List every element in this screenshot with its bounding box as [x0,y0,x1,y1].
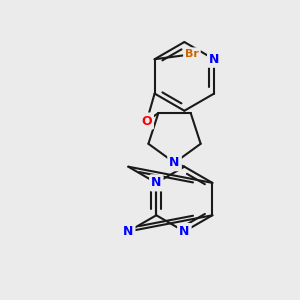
Text: N: N [179,225,190,238]
Text: N: N [179,225,190,238]
Text: O: O [141,115,152,128]
Text: O: O [141,115,152,128]
Text: N: N [123,225,134,238]
Text: N: N [169,156,180,169]
Text: N: N [169,156,180,169]
Text: N: N [209,53,219,66]
Text: N: N [123,225,134,238]
Text: N: N [209,53,219,66]
Text: Br: Br [185,49,199,59]
Text: Br: Br [185,49,199,59]
Text: N: N [151,176,161,189]
Text: N: N [151,176,161,189]
